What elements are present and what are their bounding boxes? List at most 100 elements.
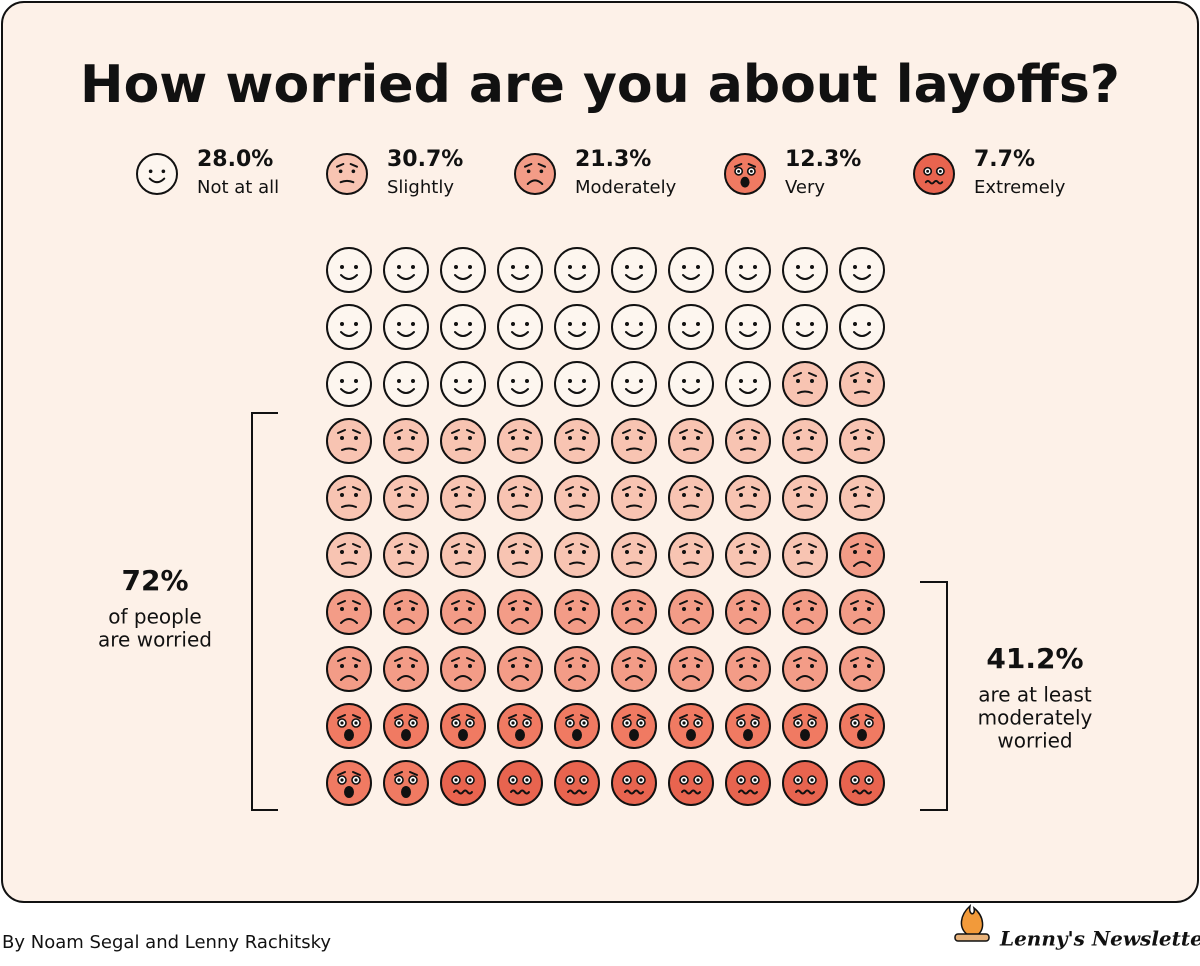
face	[554, 589, 600, 635]
face-feature	[696, 607, 700, 611]
face-feature	[454, 322, 458, 326]
face-feature	[808, 429, 817, 434]
annotation-value: 41.2%	[986, 642, 1083, 675]
face	[554, 304, 600, 350]
face-feature	[411, 550, 415, 554]
face-feature	[739, 664, 743, 668]
face-feature	[850, 600, 859, 605]
face-feature	[337, 600, 346, 605]
face-feature	[409, 543, 418, 548]
face-feature	[739, 265, 743, 269]
face-feature	[468, 721, 472, 725]
face-feature	[339, 179, 355, 184]
face-feature	[850, 714, 859, 719]
face-feature	[865, 372, 874, 377]
waffle-icon	[839, 760, 885, 806]
face	[497, 760, 543, 806]
face-feature	[639, 493, 643, 497]
waffle-icon	[782, 247, 828, 293]
face-feature	[793, 486, 802, 491]
waffle-icon	[326, 361, 372, 407]
face	[725, 589, 771, 635]
face	[326, 475, 372, 521]
face-feature	[753, 265, 757, 269]
face-feature	[352, 714, 361, 719]
face-feature	[852, 789, 872, 795]
face	[913, 153, 955, 195]
face-feature	[682, 436, 686, 440]
face-feature	[682, 388, 700, 394]
face-feature	[354, 322, 358, 326]
face-feature	[397, 675, 415, 681]
face-feature	[340, 388, 358, 394]
face	[611, 703, 657, 749]
waffle-icon	[326, 418, 372, 464]
waffle-icon	[497, 475, 543, 521]
face-feature	[696, 778, 700, 782]
waffle-icon	[440, 361, 486, 407]
face-feature	[622, 657, 631, 662]
face-feature	[639, 379, 643, 383]
face-feature	[629, 729, 639, 741]
face-feature	[625, 550, 629, 554]
legend-value: 7.7%	[974, 147, 1035, 172]
bracket	[920, 581, 948, 811]
face-feature	[468, 778, 472, 782]
face-feature	[512, 561, 528, 565]
face-feature	[808, 486, 817, 491]
face-feature	[625, 607, 629, 611]
face-feature	[682, 721, 686, 725]
face-feature	[580, 429, 589, 434]
face-feature	[468, 550, 472, 554]
face-feature	[797, 447, 813, 451]
face-feature	[394, 714, 403, 719]
face	[839, 760, 885, 806]
face-feature	[526, 169, 531, 174]
face-feature	[696, 379, 700, 383]
face-feature	[796, 331, 814, 337]
face	[782, 760, 828, 806]
waffle-icon	[497, 703, 543, 749]
face	[668, 361, 714, 407]
face	[440, 304, 486, 350]
face	[497, 703, 543, 749]
face-feature	[796, 436, 800, 440]
face-feature	[696, 550, 700, 554]
face-feature	[511, 274, 529, 280]
face-feature	[679, 600, 688, 605]
face-feature	[854, 504, 870, 508]
face-feature	[694, 714, 703, 719]
face-feature	[810, 721, 814, 725]
face-feature	[525, 322, 529, 326]
face-feature	[682, 550, 686, 554]
face-feature	[411, 778, 415, 782]
waffle-icon	[782, 589, 828, 635]
face	[497, 247, 543, 293]
face	[554, 247, 600, 293]
waffle-icon	[782, 361, 828, 407]
face-feature	[637, 600, 646, 605]
face-feature	[454, 675, 472, 681]
face	[611, 475, 657, 521]
face-feature	[340, 436, 344, 440]
face-feature	[679, 714, 688, 719]
face-feature	[682, 322, 686, 326]
face-feature	[537, 163, 546, 168]
face-feature	[511, 721, 515, 725]
face-feature	[853, 265, 857, 269]
face-feature	[625, 379, 629, 383]
waffle-icon	[839, 361, 885, 407]
legend-label: Moderately	[575, 177, 677, 198]
face-feature	[409, 429, 418, 434]
legend-item: 7.7% Extremely	[913, 147, 1066, 198]
waffle-icon	[782, 304, 828, 350]
face-feature	[337, 771, 346, 776]
face-feature	[694, 657, 703, 662]
face	[839, 703, 885, 749]
face	[440, 418, 486, 464]
legend-label: Extremely	[974, 177, 1066, 198]
face	[383, 532, 429, 578]
waffle-icon	[611, 532, 657, 578]
face-feature	[625, 331, 643, 337]
face-feature	[397, 322, 401, 326]
